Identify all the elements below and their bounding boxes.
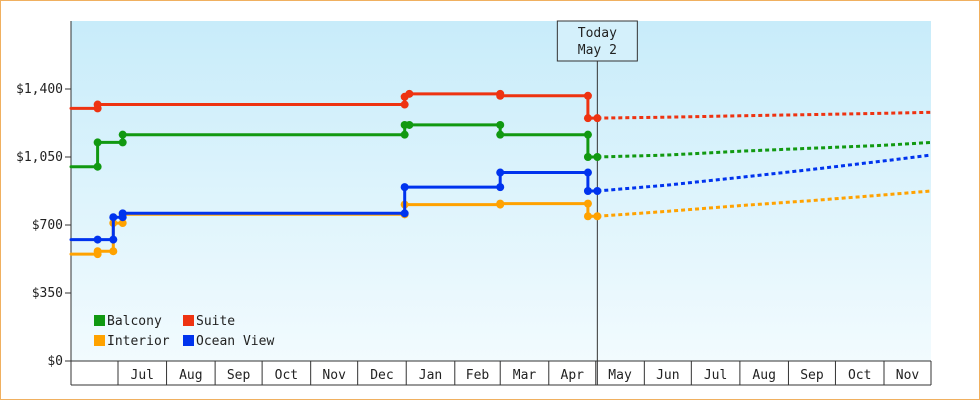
today-date-label: May 2 <box>578 43 617 58</box>
legend-item-interior: Interior <box>94 334 170 349</box>
legend-item-ocean-view: Ocean View <box>183 334 274 349</box>
legend-label: Interior <box>107 334 170 349</box>
data-point <box>593 114 602 123</box>
data-point <box>583 187 592 195</box>
data-point <box>583 91 592 100</box>
data-point <box>118 219 127 228</box>
data-point <box>593 187 602 195</box>
data-point <box>583 199 592 208</box>
legend-swatch <box>94 315 105 326</box>
data-point <box>400 183 409 192</box>
data-point <box>109 247 118 256</box>
data-point <box>583 168 592 177</box>
x-tick-label: Jul <box>131 368 154 383</box>
data-point <box>400 130 409 139</box>
series-ocean-view <box>69 153 932 244</box>
x-tick-label: May <box>608 368 632 383</box>
x-tick-label: Oct <box>848 368 871 383</box>
x-axis: Jul Aug Sep Oct Nov Dec Jan Feb Mar Apr May Jun Jul A… <box>70 360 932 386</box>
x-tick-label: Feb <box>466 368 490 383</box>
data-point <box>93 100 102 109</box>
x-tick-label: Nov <box>896 368 920 383</box>
legend-swatch <box>183 335 194 346</box>
today-label: Today <box>578 26 617 41</box>
data-point <box>583 130 592 139</box>
data-point <box>583 212 592 221</box>
x-tick-label: Jun <box>656 368 679 383</box>
x-tick-label: Jan <box>419 368 442 383</box>
y-tick-label: $1,400 <box>16 82 63 97</box>
data-point <box>496 199 505 208</box>
x-tick-label: Aug <box>179 368 202 383</box>
y-axis: $0 $350 $700 $1,050 $1,400 <box>16 21 72 369</box>
data-point <box>118 209 127 218</box>
x-tick-label: Oct <box>275 368 298 383</box>
x-tick-label: Sep <box>227 368 251 383</box>
data-point <box>496 183 505 192</box>
legend-label: Ocean View <box>196 334 274 349</box>
x-tick-label: Dec <box>370 368 393 383</box>
y-tick-label: $350 <box>32 286 63 301</box>
legend-label: Suite <box>196 314 235 329</box>
y-tick-label: $1,050 <box>16 150 63 165</box>
series-forecast-line <box>597 110 932 120</box>
data-point <box>93 235 102 244</box>
legend-swatch <box>183 315 194 326</box>
x-tick-label: Nov <box>322 368 346 383</box>
legend-label: Balcony <box>107 314 162 329</box>
data-point <box>93 138 102 147</box>
x-tick-label: Sep <box>800 368 824 383</box>
data-point <box>496 120 505 129</box>
data-point <box>109 235 118 244</box>
data-point <box>93 247 102 256</box>
data-point <box>583 153 592 161</box>
today-box <box>556 20 638 62</box>
y-tick-label: $0 <box>47 354 63 369</box>
data-point <box>400 209 409 218</box>
data-point <box>496 130 505 139</box>
x-tick-label: Apr <box>561 368 585 383</box>
data-point <box>593 153 602 161</box>
legend-swatch <box>94 335 105 346</box>
data-point <box>118 138 127 147</box>
data-point <box>118 130 127 139</box>
series-forecast-line <box>597 153 932 193</box>
data-point <box>109 213 118 222</box>
data-point <box>496 168 505 177</box>
data-point <box>593 212 602 221</box>
data-point <box>583 114 592 123</box>
series-layer <box>69 89 932 259</box>
x-tick-label: Jul <box>704 368 727 383</box>
x-tick-label: Aug <box>752 368 775 383</box>
x-tick-label: Mar <box>513 368 537 383</box>
series-forecast-line <box>597 189 932 218</box>
legend: Balcony Suite Interior Ocean View <box>94 314 274 349</box>
series-balcony <box>69 120 932 171</box>
data-point <box>400 100 409 109</box>
series-forecast-line <box>597 140 932 159</box>
y-tick-label: $700 <box>32 218 63 233</box>
legend-item-suite: Suite <box>183 314 235 329</box>
series-suite <box>69 89 932 123</box>
data-point <box>405 120 414 129</box>
data-point <box>93 162 102 171</box>
legend-item-balcony: Balcony <box>94 314 162 329</box>
data-point <box>496 91 505 100</box>
data-point <box>405 89 414 98</box>
